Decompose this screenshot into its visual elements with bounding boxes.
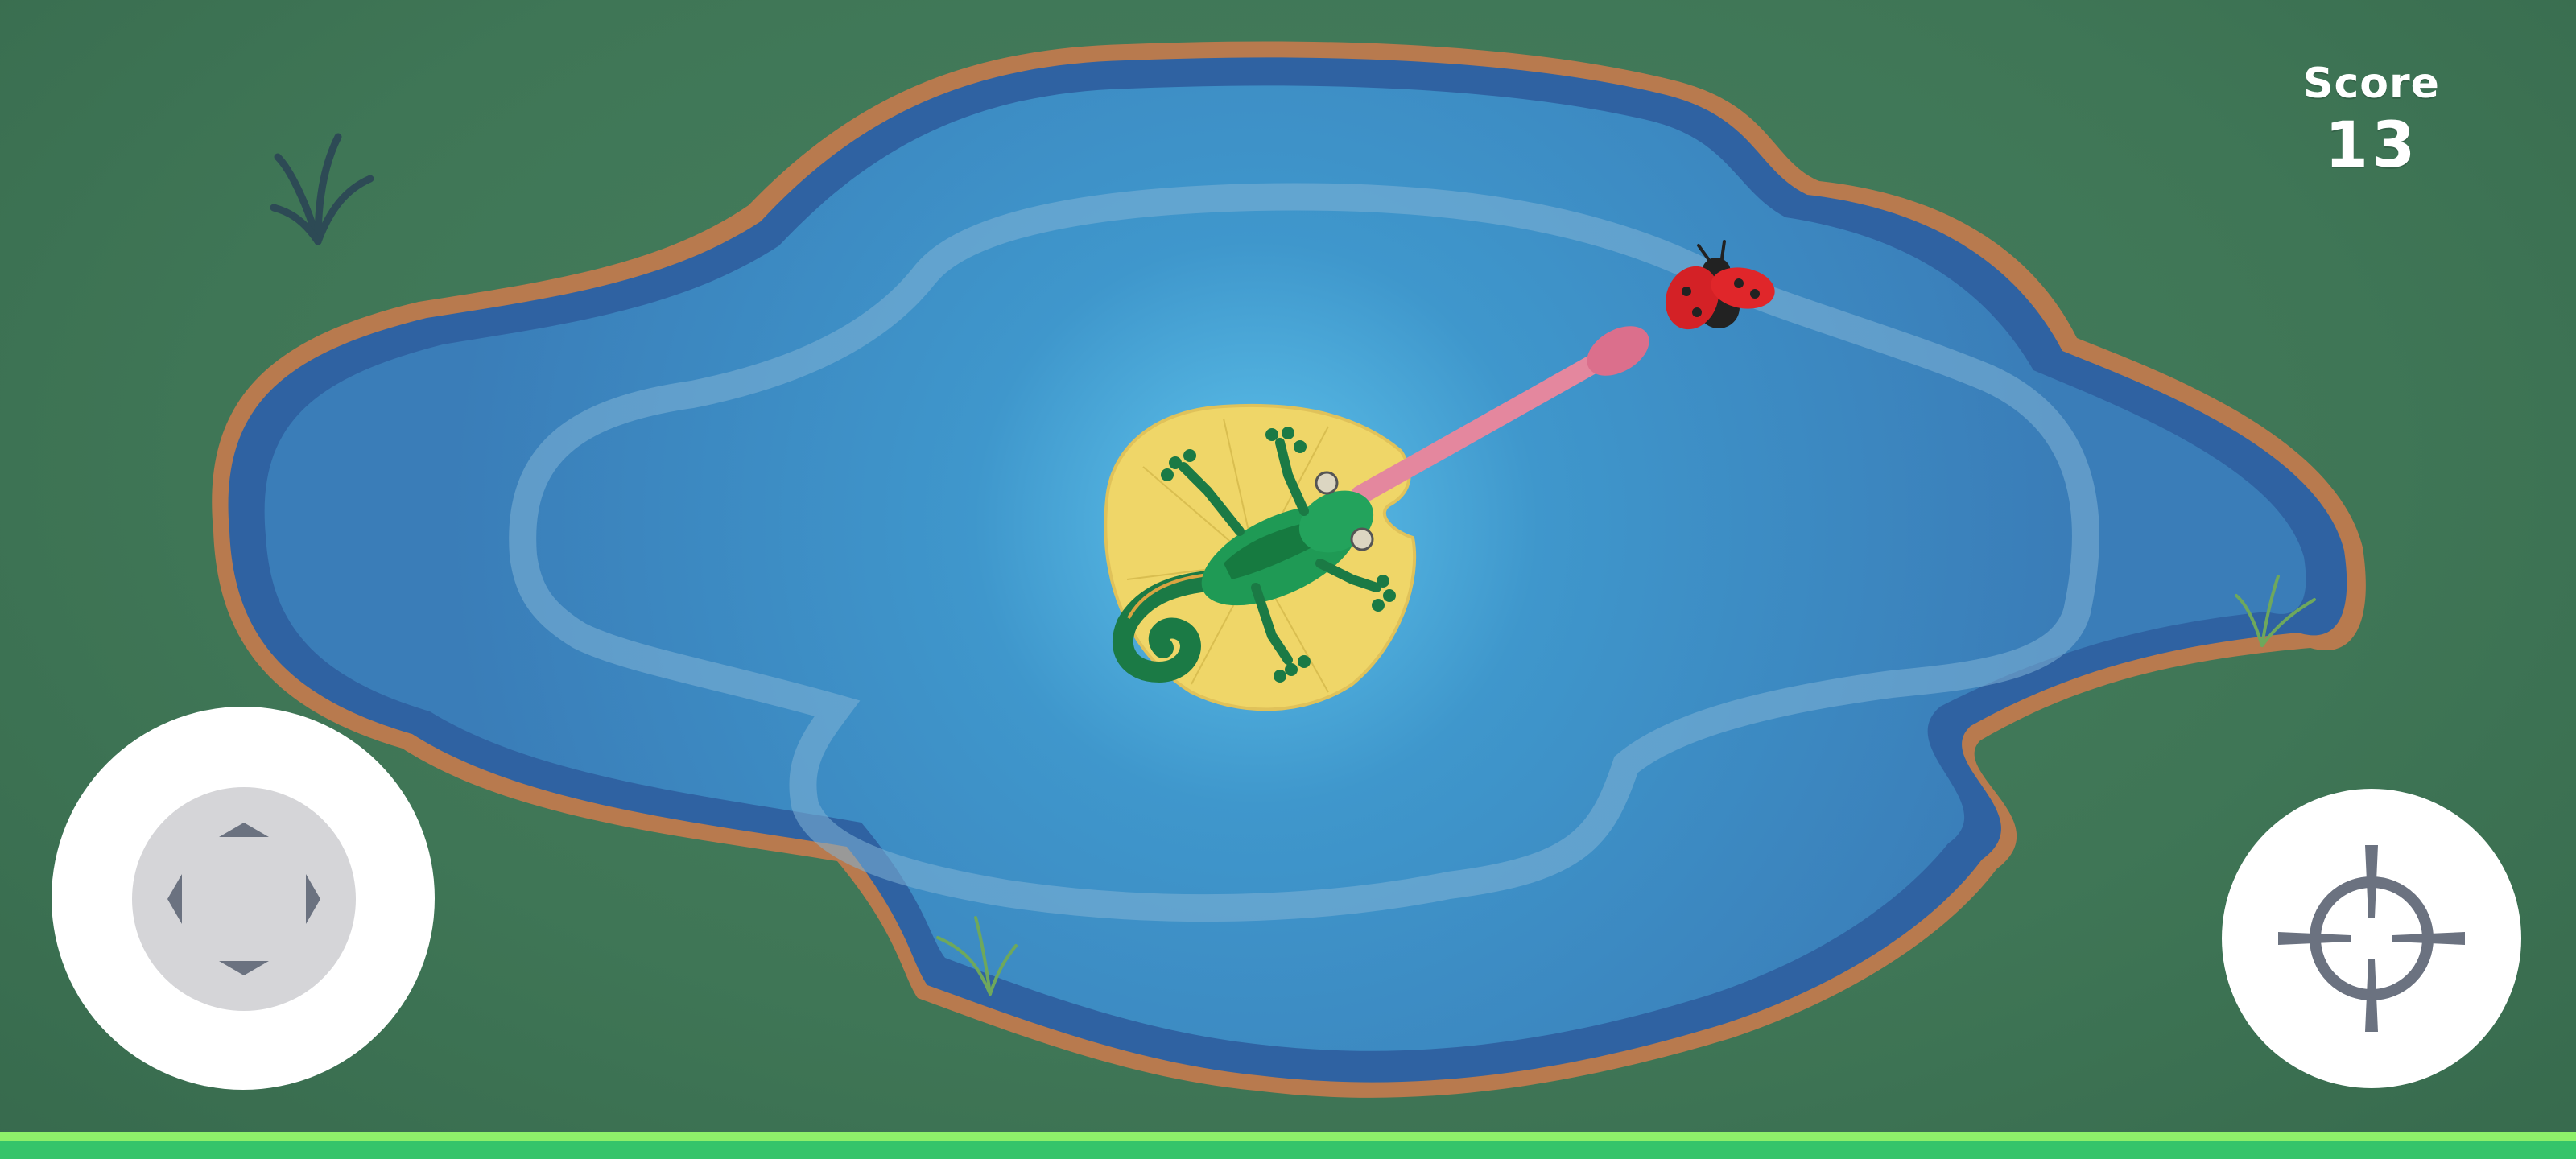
score-value: 13: [2324, 109, 2419, 182]
crosshair-icon: [2278, 845, 2465, 1032]
dpad-arrows-icon: [167, 823, 320, 975]
reed-icon: [936, 916, 1018, 996]
score-label: Score: [2303, 60, 2440, 108]
lizard-tongue: [1351, 338, 1632, 505]
ladybug-target[interactable]: [1657, 240, 1777, 337]
pond-inner-ring: [509, 183, 2099, 922]
lizard-player: [1113, 427, 1396, 683]
ground-strip: [0, 1132, 2576, 1159]
score-display: Score 13: [2291, 58, 2452, 182]
dpad-control[interactable]: [52, 707, 435, 1090]
tongue-tip: [1587, 326, 1649, 376]
aim-button[interactable]: [2222, 789, 2521, 1088]
grass-tuft-icon: [270, 133, 374, 245]
reed-icon: [2235, 575, 2316, 647]
dpad-inner[interactable]: [132, 787, 356, 1011]
